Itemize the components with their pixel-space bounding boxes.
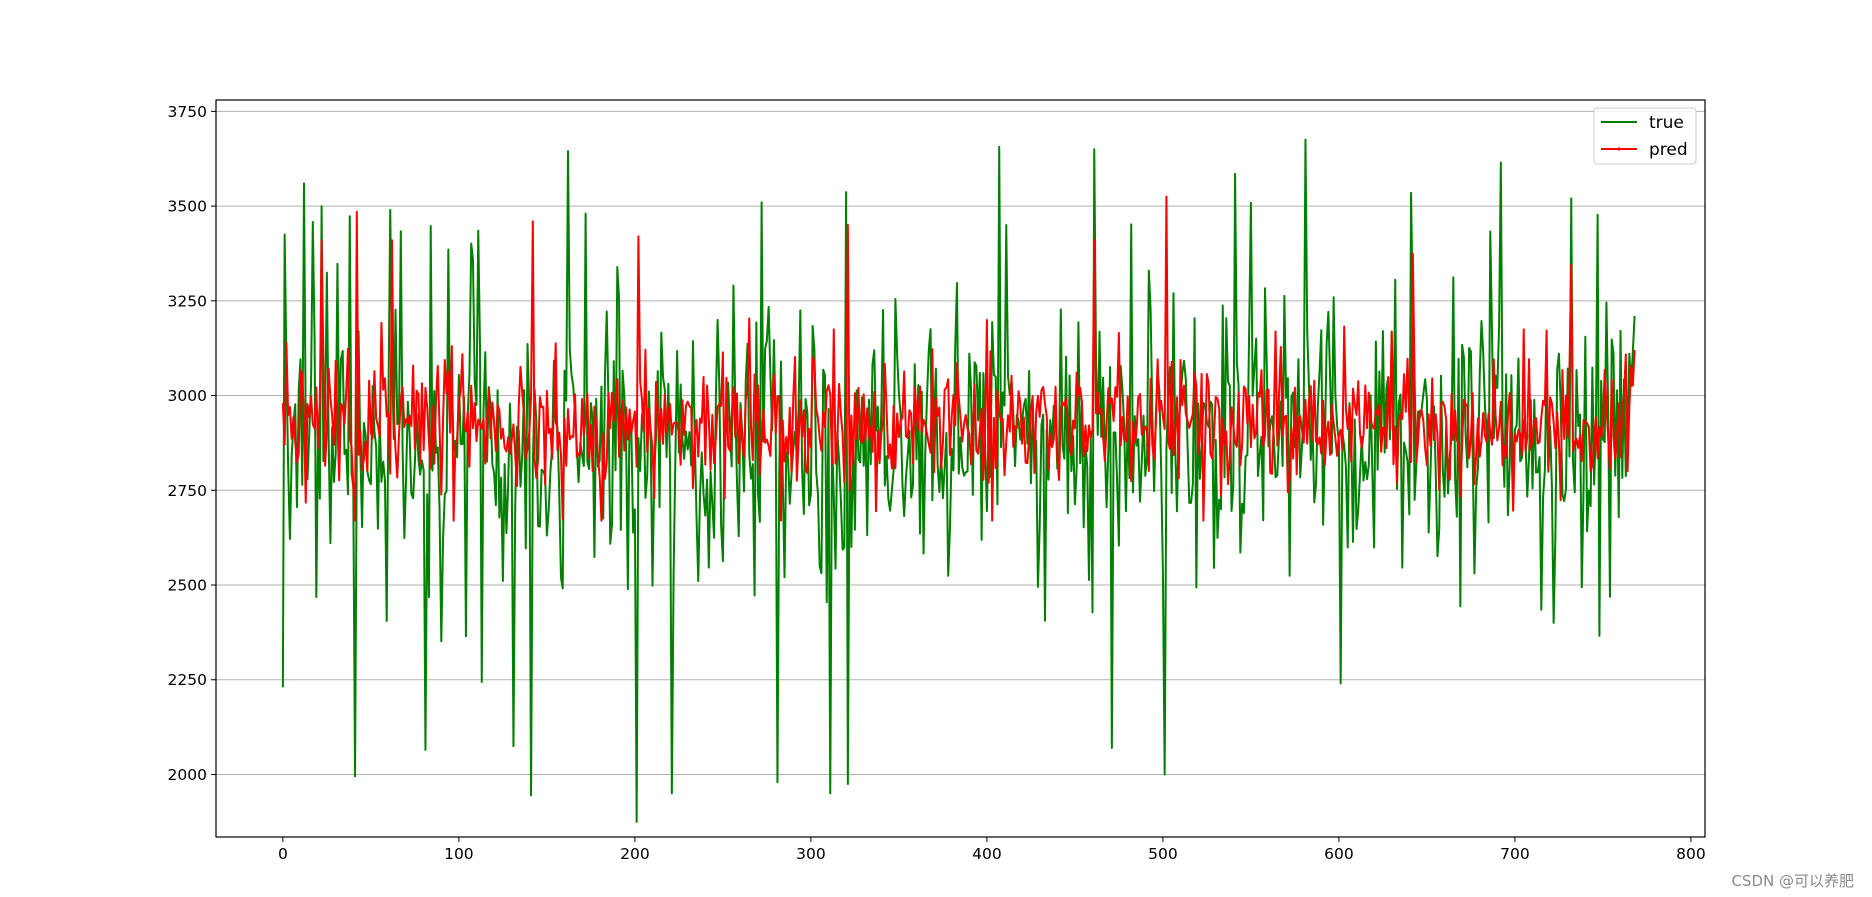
y-tick-label: 3000 <box>168 387 207 405</box>
x-tick-label: 200 <box>620 845 650 863</box>
tick-layer: 2000 2250 2500 2750 3000 3250 3500 3750 0 100 200 3… <box>168 103 1706 863</box>
x-tick-label: 400 <box>972 845 1002 863</box>
y-tick-label: 2250 <box>168 671 207 689</box>
x-tick-label: 800 <box>1676 845 1706 863</box>
x-tick-label: 500 <box>1148 845 1178 863</box>
series-line-pred <box>281 195 1636 522</box>
legend-marker-pred <box>1617 147 1621 151</box>
y-tick-label: 2000 <box>168 766 207 784</box>
series-line-true <box>281 138 1636 823</box>
x-tick-label: 100 <box>444 845 474 863</box>
legend-label-pred: pred <box>1649 140 1688 160</box>
series-layer <box>281 138 1636 823</box>
y-tick-label: 3250 <box>168 292 207 310</box>
y-tick-label: 2500 <box>168 577 207 595</box>
y-tick-label: 3500 <box>168 198 207 216</box>
x-tick-label: 300 <box>796 845 826 863</box>
watermark: CSDN @可以养肥 <box>1731 872 1854 890</box>
legend-label-true: true <box>1649 113 1684 133</box>
axes-frame <box>215 99 1706 838</box>
x-tick-label: 0 <box>278 845 288 863</box>
legend: true pred <box>1593 107 1697 165</box>
x-tick-label: 600 <box>1324 845 1354 863</box>
y-tick-label: 2750 <box>168 482 207 500</box>
y-tick-label: 3750 <box>168 103 207 121</box>
x-tick-label: 700 <box>1500 845 1530 863</box>
